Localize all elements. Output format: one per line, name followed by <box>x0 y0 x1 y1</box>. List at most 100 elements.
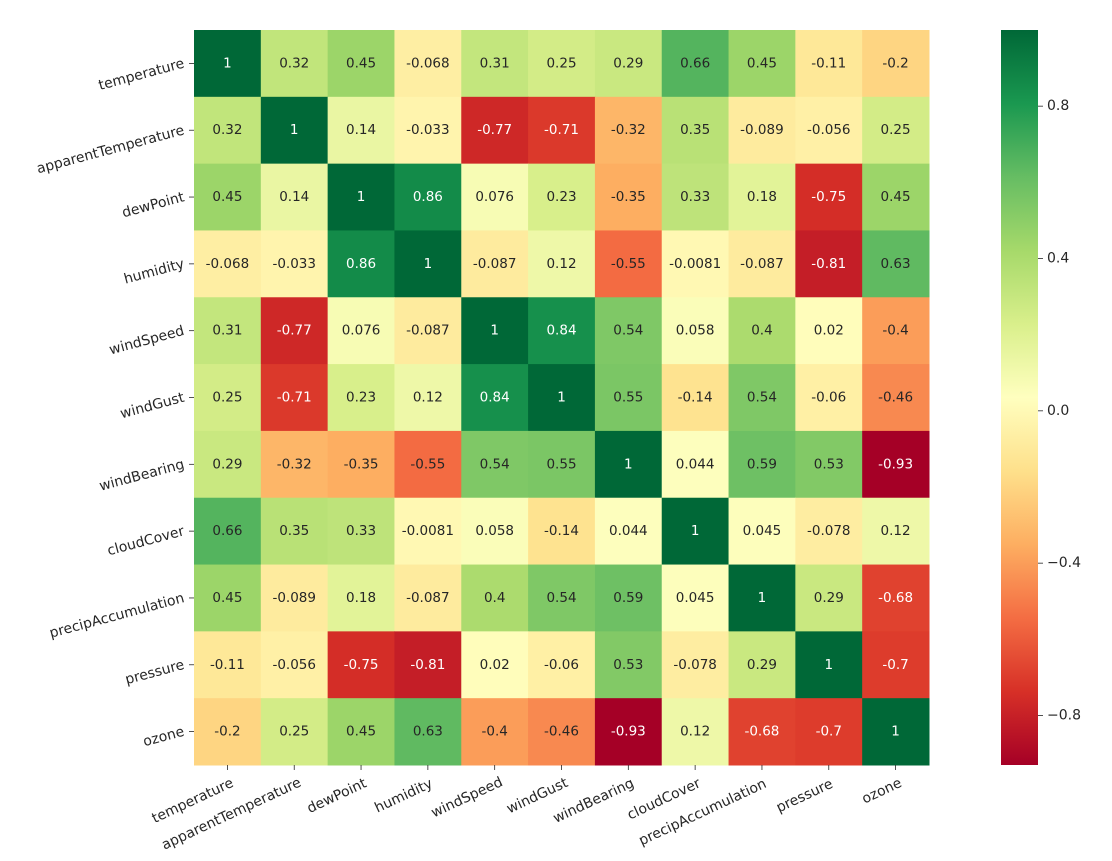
heatmap-cell-temperature-apparentTemperature <box>260 30 329 98</box>
heatmap-cell-temperature-windGust <box>528 30 596 98</box>
cell-value-label: -0.056 <box>272 657 316 673</box>
heatmap-cell-precipAccumulation-dewPoint <box>327 564 395 632</box>
heatmap-cell-temperature-precipAccumulation <box>728 30 796 98</box>
colorbar-tick-label: −0.8 <box>1047 707 1081 723</box>
x-tick-label-ozone: ozone <box>860 775 905 807</box>
cell-value-label: -0.078 <box>807 523 851 539</box>
heatmap-cell-humidity-temperature <box>194 230 262 298</box>
cell-value-label: -0.14 <box>678 390 713 406</box>
heatmap-cell-cloudCover-humidity <box>394 497 462 566</box>
cell-value-label: 0.86 <box>346 256 376 272</box>
y-tick-label-ozone: ozone <box>141 724 186 750</box>
y-tick-label-dewPoint: dewPoint <box>120 189 186 221</box>
heatmap-cell-precipAccumulation-temperature <box>194 564 262 632</box>
cell-value-label: 0.076 <box>475 189 514 205</box>
cell-value-label: -0.033 <box>406 122 450 138</box>
heatmap-cell-windSpeed-humidity <box>394 297 462 365</box>
y-tick-label-precipAccumulation: precipAccumulation <box>48 590 186 641</box>
heatmap-cell-pressure-windGust <box>528 631 596 699</box>
heatmap-cell-temperature-dewPoint <box>327 30 395 98</box>
heatmap-cell-cloudCover-dewPoint <box>327 497 395 566</box>
heatmap-cell-dewPoint-windSpeed <box>461 163 529 231</box>
cell-value-label: 0.045 <box>743 523 782 539</box>
cell-value-label: 0.55 <box>546 456 576 472</box>
heatmap-cell-windBearing-ozone <box>862 430 930 499</box>
heatmap-cell-dewPoint-windBearing <box>594 163 663 231</box>
heatmap-cell-humidity-precipAccumulation <box>728 230 796 298</box>
x-tick-label-windSpeed: windSpeed <box>429 774 506 821</box>
cell-value-label: -0.0081 <box>402 523 454 539</box>
heatmap-cell-windGust-ozone <box>862 364 930 432</box>
heatmap-cell-windGust-dewPoint <box>327 364 395 432</box>
cell-value-label: -0.4 <box>482 724 508 740</box>
heatmap-cell-humidity-dewPoint <box>327 230 395 298</box>
heatmap-cell-pressure-ozone <box>862 631 930 699</box>
cell-value-label: 0.18 <box>747 189 777 205</box>
cell-value-label: 0.84 <box>546 323 576 339</box>
cell-value-label: 1 <box>557 390 566 406</box>
cell-value-label: 1 <box>891 724 900 740</box>
cell-value-label: 0.12 <box>413 390 443 406</box>
heatmap-cell-windSpeed-temperature <box>194 297 262 365</box>
cell-value-label: 1 <box>290 122 299 138</box>
heatmap-cell-windBearing-dewPoint <box>327 430 395 499</box>
cell-value-label: 0.23 <box>546 189 576 205</box>
cell-value-label: 0.31 <box>480 55 510 71</box>
heatmap-cell-temperature-windBearing <box>594 30 663 98</box>
heatmap-cell-windGust-windSpeed <box>461 364 529 432</box>
cell-value-label: -0.71 <box>277 390 312 406</box>
cell-value-label: -0.078 <box>673 657 717 673</box>
cell-value-label: 0.45 <box>346 55 376 71</box>
heatmap-cell-ozone-cloudCover <box>661 698 730 766</box>
heatmap-cell-cloudCover-windBearing <box>594 497 663 566</box>
x-tick-label-precipAccumulation: precipAccumulation <box>636 776 769 849</box>
heatmap-cell-windSpeed-windBearing <box>594 297 663 365</box>
heatmap-cell-pressure-windSpeed <box>461 631 529 699</box>
heatmap-cell-pressure-precipAccumulation <box>728 631 796 699</box>
heatmap-cell-windBearing-windBearing <box>594 430 663 499</box>
heatmap-cell-apparentTemperature-precipAccumulation <box>728 96 796 165</box>
heatmap-cell-windSpeed-cloudCover <box>661 297 730 365</box>
cell-value-label: -0.35 <box>611 189 646 205</box>
heatmap-cell-pressure-pressure <box>795 631 863 699</box>
heatmap-cell-cloudCover-ozone <box>862 497 930 566</box>
heatmap-cell-cloudCover-precipAccumulation <box>728 497 796 566</box>
heatmap-cell-apparentTemperature-pressure <box>795 96 863 165</box>
heatmap-cell-windSpeed-precipAccumulation <box>728 297 796 365</box>
cell-value-label: 1 <box>758 590 767 606</box>
heatmap-cell-temperature-temperature <box>194 30 262 98</box>
cell-value-label: -0.11 <box>210 657 245 673</box>
cell-value-label: 1 <box>490 323 499 339</box>
cell-value-label: 0.02 <box>814 323 844 339</box>
cell-value-label: 1 <box>624 456 633 472</box>
heatmap-cell-windSpeed-pressure <box>795 297 863 365</box>
cell-value-label: 0.35 <box>279 523 309 539</box>
cell-value-label: -0.087 <box>473 256 517 272</box>
heatmap-cell-windBearing-cloudCover <box>661 430 730 499</box>
cell-value-label: 0.045 <box>676 590 715 606</box>
heatmap-cell-precipAccumulation-windBearing <box>594 564 663 632</box>
heatmap-cell-cloudCover-temperature <box>194 497 262 566</box>
cell-value-label: 0.044 <box>676 456 715 472</box>
cell-value-label: -0.7 <box>882 657 908 673</box>
heatmap-cell-windSpeed-apparentTemperature <box>260 297 329 365</box>
cell-value-label: 0.35 <box>680 122 710 138</box>
cell-value-label: -0.55 <box>611 256 646 272</box>
cell-value-label: 1 <box>223 55 232 71</box>
cell-value-label: -0.06 <box>811 390 846 406</box>
heatmap-cell-ozone-pressure <box>795 698 863 766</box>
heatmap-cell-windBearing-apparentTemperature <box>260 430 329 499</box>
cell-value-label: -0.35 <box>344 456 379 472</box>
cell-value-label: -0.2 <box>214 724 240 740</box>
heatmap-cell-windBearing-windSpeed <box>461 430 529 499</box>
heatmap-cell-dewPoint-apparentTemperature <box>260 163 329 231</box>
heatmap-cell-temperature-cloudCover <box>661 30 730 98</box>
cell-value-label: -0.056 <box>807 122 851 138</box>
x-tick-label-pressure: pressure <box>774 776 836 816</box>
heatmap-cell-pressure-apparentTemperature <box>260 631 329 699</box>
cell-value-label: 0.25 <box>546 55 576 71</box>
heatmap-cell-ozone-windBearing <box>594 698 663 766</box>
heatmap-cell-humidity-apparentTemperature <box>260 230 329 298</box>
cell-value-label: 0.14 <box>279 189 309 205</box>
heatmap-cell-precipAccumulation-cloudCover <box>661 564 730 632</box>
